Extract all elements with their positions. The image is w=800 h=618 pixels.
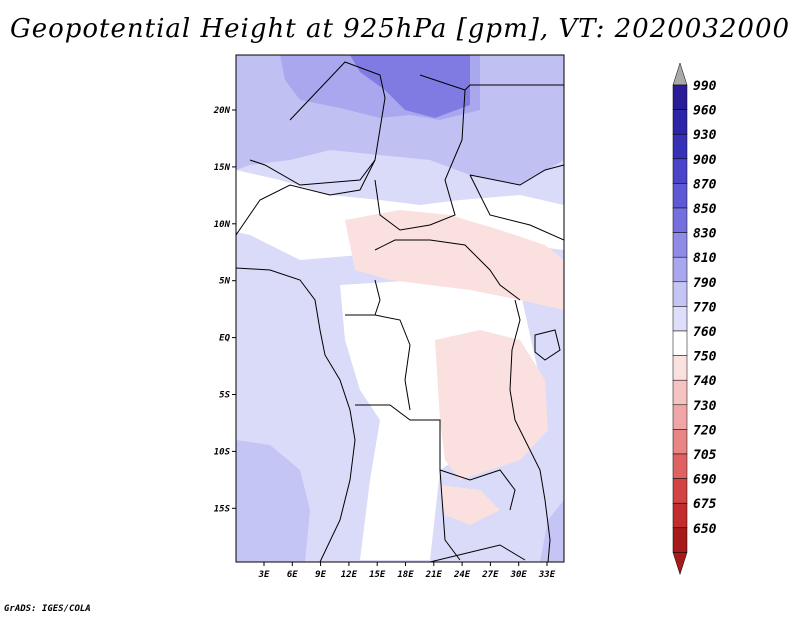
lon-tick-label: 3E: [258, 570, 270, 580]
colorbar-level-label: 960: [693, 104, 717, 119]
field-region-southeast-high: [540, 500, 564, 562]
lon-tick-label: 6E: [287, 570, 298, 580]
border-car: [374, 239, 521, 301]
colorbar-swatch: [672, 232, 688, 258]
lat-tick-label: 5N: [219, 277, 230, 287]
map-frame: [235, 54, 565, 563]
colorbar-level-label: 750: [693, 350, 717, 365]
colorbar: 990 960 930 900 870 850 830 810 790 770 760 750 740 7…: [672, 62, 717, 576]
colorbar-swatch: [672, 453, 688, 479]
colorbar-swatch: [672, 330, 688, 356]
colorbar-level-label: 870: [693, 177, 717, 192]
colorbar-swatch: [672, 207, 688, 233]
lat-tick-label: 10N: [214, 220, 231, 230]
border-ethiopia: [469, 164, 564, 241]
lon-tick-label: 21E: [425, 570, 443, 580]
colorbar-level-label: 990: [693, 79, 717, 94]
border-congo-1: [345, 314, 411, 411]
grads-credit: GrADS: IGES/COLA: [4, 604, 91, 614]
colorbar-level-label: 900: [693, 153, 717, 168]
lon-tick-label: 30E: [510, 570, 528, 580]
height-field: [236, 55, 564, 562]
colorbar-level-label: 720: [693, 423, 717, 438]
lon-tick-label: 18E: [397, 570, 414, 580]
colorbar-level-label: 930: [693, 128, 717, 143]
colorbar-level-label: 850: [693, 202, 717, 217]
field-region-low-north: [345, 210, 564, 310]
border-southern: [429, 469, 526, 562]
colorbar-bottom-arrow: [672, 552, 688, 576]
colorbar-level-label: 675: [693, 497, 717, 512]
lat-tick-label: 15S: [214, 504, 231, 514]
field-region-peak: [350, 55, 470, 118]
colorbar-swatch: [672, 84, 688, 110]
colorbar-level-label: 690: [693, 473, 717, 488]
colorbar-top-arrow: [672, 62, 688, 86]
lon-tick-label: 24E: [453, 570, 471, 580]
field-region-low-south: [440, 485, 500, 525]
border-coast-west: [236, 267, 356, 562]
colorbar-level-label: 760: [693, 325, 717, 340]
lon-tick-label: 12E: [341, 570, 358, 580]
field-region-low-east: [435, 330, 548, 480]
colorbar-swatch: [672, 527, 688, 553]
chart-title: Geopotential Height at 925hPa [gpm], VT:…: [9, 14, 791, 44]
lon-tick-label: 27E: [481, 570, 499, 580]
border-congo-2: [374, 279, 381, 316]
colorbar-level-label: 810: [693, 251, 717, 266]
longitude-axis: 3E 6E 9E 12E 15E 18E 21E 24E 27E 30E 33E: [258, 562, 556, 580]
colorbar-level-label: 740: [693, 374, 717, 389]
colorbar-swatch: [672, 133, 688, 160]
colorbar-swatch: [672, 109, 688, 135]
border-sahel: [236, 159, 376, 236]
colorbar-swatch: [672, 355, 688, 381]
colorbar-level-label: 770: [693, 300, 717, 315]
colorbar-swatch: [672, 183, 688, 209]
field-region-southwest-high: [236, 440, 310, 562]
colorbar-level-label: 830: [693, 227, 717, 242]
colorbar-level-label: 705: [693, 448, 717, 463]
latitude-axis: 20N 15N 10N 5N EQ 5S 10S 15S: [213, 106, 236, 514]
colorbar-swatch: [672, 429, 688, 455]
lat-tick-label: 20N: [213, 106, 231, 116]
colorbar-level-label: 730: [693, 399, 717, 414]
colorbar-swatch: [672, 379, 688, 406]
colorbar-level-label: 650: [693, 522, 717, 537]
border-chad-sudan: [374, 74, 466, 231]
lat-tick-label: 10S: [214, 447, 231, 457]
lon-tick-label: 15E: [369, 570, 386, 580]
colorbar-level-label: 790: [693, 276, 717, 291]
lon-tick-label: 33E: [538, 570, 556, 580]
border-east-africa: [509, 299, 551, 562]
colorbar-swatch: [672, 404, 688, 430]
colorbar-swatch: [672, 502, 688, 529]
colorbar-swatch: [672, 478, 688, 504]
colorbar-swatch: [672, 281, 688, 307]
lat-tick-label: 5S: [219, 391, 230, 401]
lat-tick-label: 15N: [214, 163, 231, 173]
country-borders: [236, 61, 564, 562]
colorbar-swatch: [672, 158, 688, 184]
border-lake-victoria: [534, 329, 561, 361]
lat-tick-label: EQ: [219, 334, 230, 344]
colorbar-swatch: [672, 306, 688, 332]
border-sudan-east: [464, 84, 564, 91]
colorbar-swatch: [672, 256, 688, 283]
lon-tick-label: 9E: [315, 570, 326, 580]
